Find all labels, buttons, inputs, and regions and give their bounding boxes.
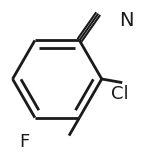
Text: Cl: Cl	[111, 85, 128, 103]
Text: N: N	[120, 11, 134, 30]
Text: F: F	[19, 133, 30, 151]
